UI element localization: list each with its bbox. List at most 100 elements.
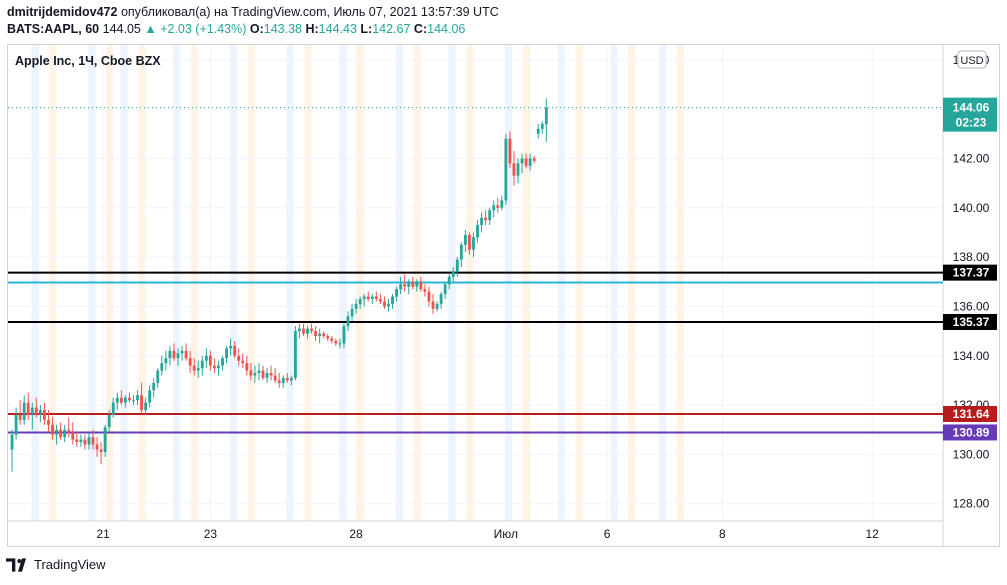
candle xyxy=(237,348,241,366)
candle xyxy=(544,98,548,142)
candle xyxy=(326,333,330,341)
candle-body xyxy=(439,294,443,304)
candle xyxy=(285,373,289,383)
candle-body xyxy=(306,328,309,334)
candle-body xyxy=(47,419,50,425)
time-tick-label: 21 xyxy=(96,527,110,541)
candle-body xyxy=(346,316,350,327)
candle-body xyxy=(176,353,180,359)
candle xyxy=(180,345,184,361)
candle xyxy=(524,153,528,169)
candle xyxy=(504,133,508,206)
candle-body xyxy=(330,338,334,341)
candle-body xyxy=(196,368,200,371)
price-tag-label: 137.37 xyxy=(953,266,990,280)
candle xyxy=(91,429,95,450)
price-tag-label: 130.89 xyxy=(953,425,990,439)
time-tick-label: 8 xyxy=(719,527,726,541)
candle-body xyxy=(532,158,536,161)
candle xyxy=(354,299,358,314)
candle-body xyxy=(427,291,431,302)
low-label: L: xyxy=(360,22,373,36)
candle xyxy=(374,291,378,302)
candle-body xyxy=(459,244,463,260)
candle-body xyxy=(387,303,390,307)
publish-text: опубликовал(а) на TradingView.com, Июль … xyxy=(120,5,499,19)
candle-body xyxy=(115,397,119,403)
candle-body xyxy=(204,355,208,361)
candle xyxy=(34,397,38,418)
candle xyxy=(164,350,168,371)
candle xyxy=(265,368,269,383)
candle xyxy=(115,392,119,411)
candle xyxy=(383,296,386,309)
candle xyxy=(160,355,164,376)
currency-label: USD xyxy=(960,55,983,67)
candle-body xyxy=(245,363,249,371)
candle xyxy=(540,121,544,134)
candle xyxy=(508,131,512,169)
brand-name[interactable]: TradingView xyxy=(34,557,106,572)
candle-body xyxy=(496,205,500,208)
candle xyxy=(87,432,91,450)
last-price: 144.05 xyxy=(102,22,141,36)
up-arrow-icon: ▲ xyxy=(144,22,157,36)
candle-body xyxy=(34,407,38,415)
candle xyxy=(140,382,143,415)
candle xyxy=(500,195,504,211)
candle xyxy=(516,158,520,184)
candle xyxy=(107,410,111,433)
candle xyxy=(439,291,443,309)
candle xyxy=(281,375,285,388)
candle xyxy=(168,345,172,366)
candle xyxy=(322,331,326,339)
candle xyxy=(496,197,500,213)
candle xyxy=(184,343,188,361)
time-axis: 21 23 28 Июл 6 8 12 xyxy=(96,527,879,541)
symbol-name: BATS:AAPL, 60 xyxy=(7,22,100,36)
candle-body xyxy=(314,331,318,337)
candle-body xyxy=(273,375,277,381)
candle xyxy=(136,390,139,406)
candle xyxy=(447,274,451,290)
candle-body xyxy=(257,370,261,374)
candle xyxy=(407,279,411,295)
author-name[interactable]: dmitrijdemidov472 xyxy=(7,5,118,19)
candles xyxy=(10,98,548,472)
candle-body xyxy=(43,410,46,420)
candle-body xyxy=(10,434,14,450)
candle-body xyxy=(71,432,75,440)
price-tag-label: 135.37 xyxy=(953,315,990,329)
time-tick-label: 12 xyxy=(865,527,879,541)
candle xyxy=(366,291,370,302)
candle xyxy=(257,363,261,381)
candle xyxy=(314,326,318,341)
candle-body xyxy=(354,303,358,309)
currency-button[interactable]: USD xyxy=(957,50,987,69)
candle xyxy=(536,123,540,139)
candle-body xyxy=(217,365,220,369)
candle xyxy=(350,303,354,322)
candle-body xyxy=(399,284,403,290)
last-price-label: 144.06 xyxy=(953,101,990,115)
candle-body xyxy=(160,363,164,371)
candle xyxy=(22,395,26,425)
price-tag xyxy=(943,405,997,422)
candle-body xyxy=(67,429,71,433)
candle-body xyxy=(480,217,483,226)
candle-body xyxy=(362,296,366,300)
candle xyxy=(387,299,390,312)
candle-body xyxy=(383,301,386,307)
candle xyxy=(128,392,131,403)
candle-body xyxy=(447,276,451,285)
candle-body xyxy=(403,284,407,287)
candle xyxy=(512,151,516,186)
candle xyxy=(204,348,208,369)
candle xyxy=(395,286,398,302)
candle xyxy=(342,323,346,349)
time-tick-label: Июл xyxy=(494,527,518,541)
candle xyxy=(225,345,228,364)
candle-body xyxy=(374,296,378,300)
candle-body xyxy=(431,301,435,309)
